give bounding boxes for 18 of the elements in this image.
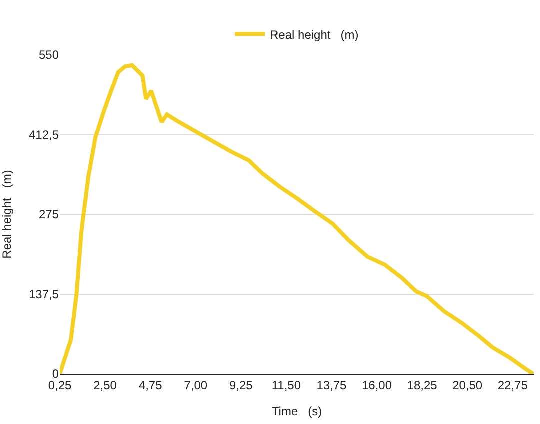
legend-label: Real height (m) [270, 28, 359, 42]
x-tick-label: 9,25 [229, 378, 254, 392]
x-tick-label: 13,75 [316, 378, 348, 392]
x-tick-label: 7,00 [184, 378, 208, 392]
x-tick-label: 18,25 [407, 378, 438, 392]
x-axis-title: Time (s) [272, 404, 322, 418]
x-tick-label: 20,50 [452, 378, 483, 392]
y-axis-title: Real height (m) [0, 170, 14, 259]
y-tick-label: 137,5 [28, 287, 60, 302]
x-tick-label: 11,50 [272, 378, 302, 392]
x-tick-label: 16,00 [362, 378, 392, 392]
y-tick-label: 550 [38, 48, 60, 62]
x-tick-label: 2,50 [94, 378, 118, 392]
x-tick-label: 4,75 [138, 378, 163, 392]
y-tick-label: 275 [38, 208, 60, 222]
x-tick-label: 22,75 [498, 378, 528, 392]
y-tick-label: 412,5 [28, 128, 60, 142]
line-series [60, 63, 534, 374]
